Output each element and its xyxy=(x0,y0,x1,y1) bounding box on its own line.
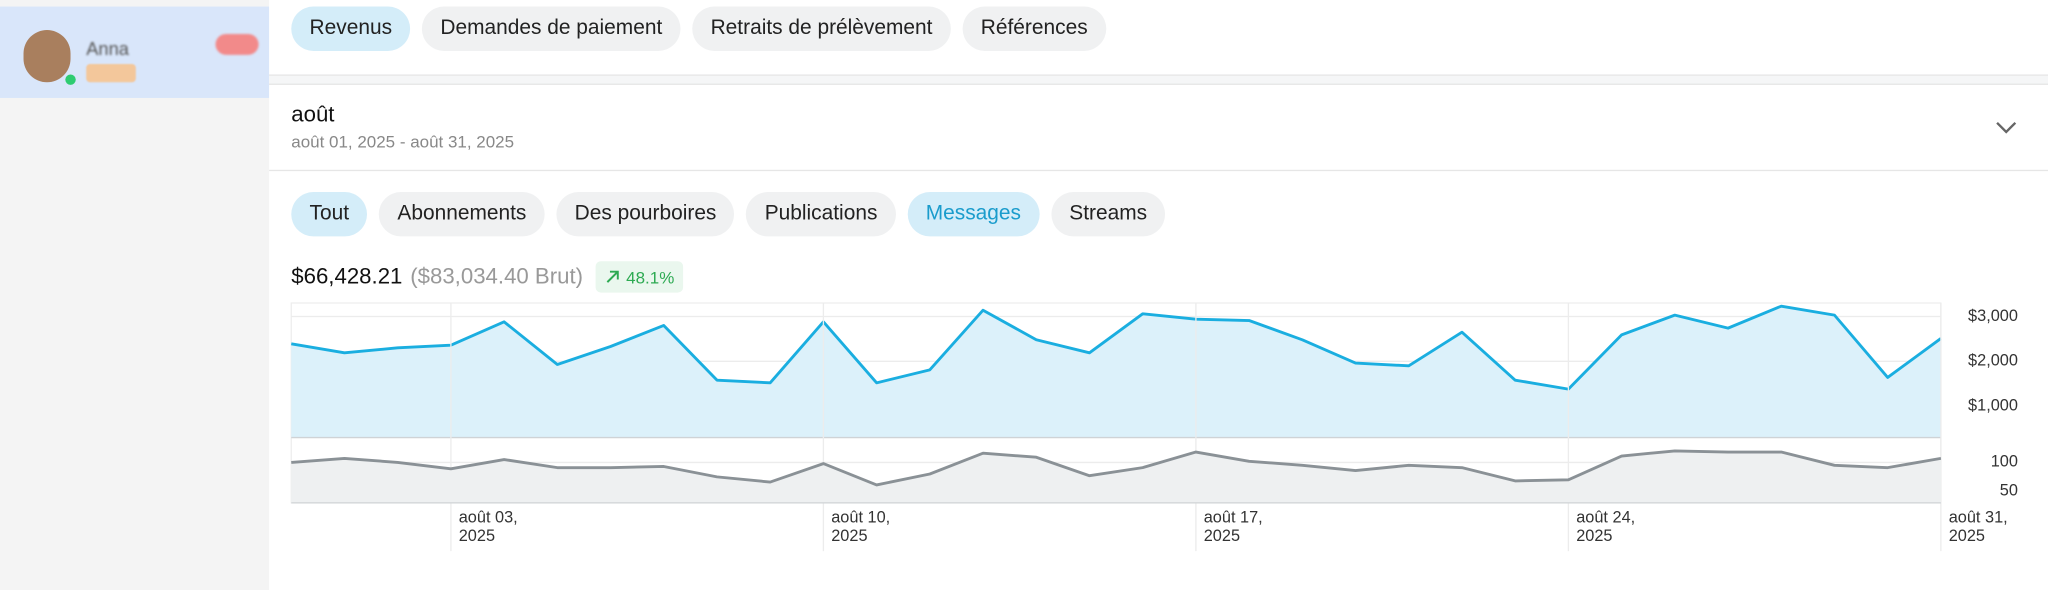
tab[interactable]: Retraits de prélèvement xyxy=(692,6,951,51)
y-tick-label: 100 xyxy=(1991,453,2018,471)
filter-chip[interactable]: Abonnements xyxy=(379,191,545,237)
period-title: août xyxy=(291,101,335,127)
notification-pill xyxy=(215,33,259,55)
sidebar: Anna xyxy=(0,0,270,590)
filters: Tout Abonnements Des pourboires Publication… xyxy=(291,191,1166,237)
data-line xyxy=(291,304,1942,391)
filter-chip[interactable]: Messages xyxy=(907,191,1040,237)
x-tick-label: août 31, 2025 xyxy=(1949,509,2008,545)
tabs: Revenus Demandes de paiement Retraits de p… xyxy=(291,6,1106,51)
filter-chip[interactable]: Streams xyxy=(1051,191,1166,237)
y-tick-label: $3,000 xyxy=(1968,307,2018,325)
divider xyxy=(269,169,2048,172)
x-tick-label: août 10, 2025 xyxy=(831,509,890,545)
user-name: Anna xyxy=(86,37,129,59)
net-total: $66,428.21 xyxy=(291,263,403,289)
tab[interactable]: Références xyxy=(962,6,1106,51)
period-range: août 01, 2025 - août 31, 2025 xyxy=(291,131,515,152)
filter-chip[interactable]: Des pourboires xyxy=(556,191,735,237)
gross-total: ($83,034.40 Brut) xyxy=(410,263,584,289)
area-fill xyxy=(291,450,1941,503)
change-badge: 48.1% xyxy=(596,261,684,293)
y-tick-label: $2,000 xyxy=(1968,352,2018,370)
up-arrow xyxy=(607,270,620,283)
y-tick-label: 50 xyxy=(2000,482,2018,500)
chevron[interactable] xyxy=(1993,115,2019,141)
tab[interactable]: Demandes de paiement xyxy=(422,6,681,51)
filter-chip[interactable]: Publications xyxy=(746,191,896,237)
filter-chip[interactable]: Tout xyxy=(291,191,368,237)
main: Revenus Demandes de paiement Retraits de p… xyxy=(269,0,2048,590)
y-tick-label: $1,000 xyxy=(1968,396,2018,414)
x-tick-label: août 03, 2025 xyxy=(459,509,518,545)
change-value: 48.1% xyxy=(626,267,675,287)
x-tick-label: août 24, 2025 xyxy=(1576,509,1635,545)
area-fill xyxy=(291,306,1941,438)
divider xyxy=(269,74,2048,85)
online-dot xyxy=(65,74,76,85)
badge xyxy=(86,63,136,83)
x-tick-label: août 17, 2025 xyxy=(1204,509,1263,545)
avatar xyxy=(23,30,71,83)
user-item[interactable]: Anna xyxy=(0,6,270,98)
summary: $66,428.21 ($83,034.40 Brut) 48.1% xyxy=(291,261,684,293)
tab[interactable]: Revenus xyxy=(291,6,411,51)
data-line xyxy=(291,449,1942,487)
